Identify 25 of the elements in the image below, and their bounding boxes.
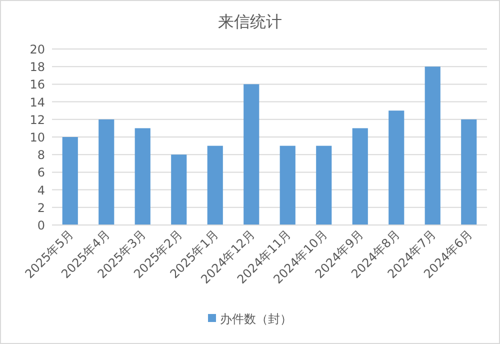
bar <box>134 128 150 225</box>
bar <box>98 119 114 225</box>
bar <box>207 146 223 225</box>
bar <box>388 110 404 225</box>
bar <box>171 154 187 225</box>
legend-label: 办件数（封） <box>220 312 292 326</box>
y-tick-label: 2 <box>37 200 45 215</box>
y-tick-label: 16 <box>30 78 45 92</box>
bar <box>244 84 260 225</box>
y-tick-label: 0 <box>37 218 45 232</box>
bar <box>62 137 78 225</box>
y-tick-label: 8 <box>37 148 45 162</box>
y-tick-label: 12 <box>30 112 45 127</box>
y-tick-label: 10 <box>30 130 45 144</box>
bar <box>316 146 332 225</box>
y-tick-label: 14 <box>30 95 45 110</box>
bar <box>461 119 477 225</box>
y-tick-label: 6 <box>37 166 45 180</box>
bar <box>352 128 368 225</box>
bar <box>280 146 296 225</box>
chart-title: 来信统计 <box>218 12 282 31</box>
bar <box>424 66 440 225</box>
y-tick-label: 20 <box>30 42 45 56</box>
y-tick-label: 4 <box>37 183 45 198</box>
y-tick-label: 18 <box>30 60 45 74</box>
